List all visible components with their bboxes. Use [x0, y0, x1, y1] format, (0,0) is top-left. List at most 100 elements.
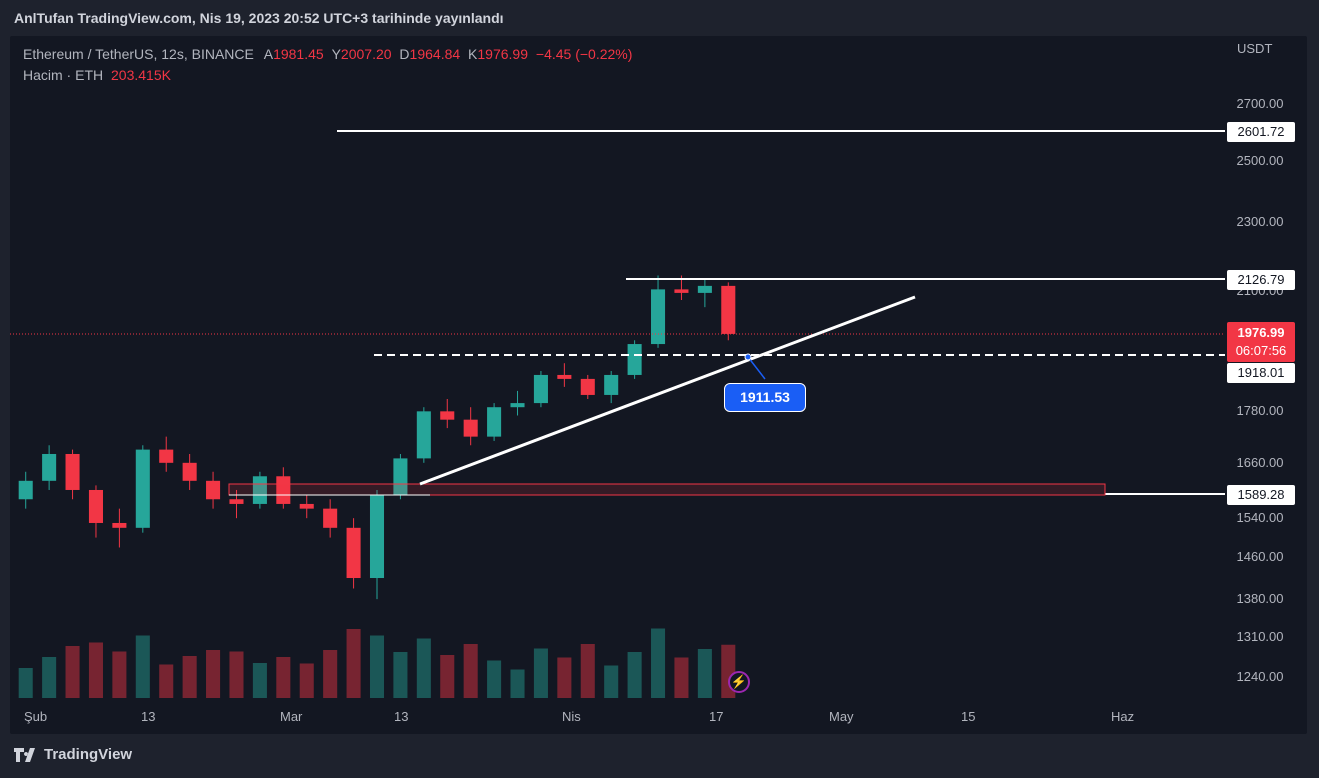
candle-body	[229, 499, 244, 504]
candle-body	[533, 374, 548, 404]
trendline-marker-dot	[744, 353, 752, 361]
price-axis-label: 2700.00	[1236, 96, 1284, 111]
time-axis-label: Haz	[1111, 709, 1135, 724]
price-chart[interactable]	[10, 36, 1307, 734]
price-tag-1589[interactable]: 1589.28	[1227, 485, 1295, 505]
price-axis-label: 2300.00	[1236, 214, 1284, 229]
candle-body	[135, 449, 150, 528]
close-label: K	[468, 46, 478, 62]
tradingview-logo-icon	[14, 747, 35, 762]
volume-bar	[557, 657, 572, 698]
time-axis-label: 15	[961, 709, 976, 724]
volume-bar	[674, 657, 689, 698]
candle-body	[463, 419, 478, 437]
price-axis-label: 1240.00	[1236, 669, 1284, 684]
time-axis-label: Mar	[280, 709, 303, 724]
support-zone	[228, 483, 1106, 496]
volume-bar	[159, 664, 174, 698]
lightning-icon[interactable]: ⚡	[728, 671, 750, 693]
trendline-marker-connector	[747, 356, 766, 380]
volume-bar	[697, 649, 712, 698]
volume-bar	[651, 628, 666, 698]
candle-body	[557, 374, 572, 379]
candle-countdown: 06:07:56	[1235, 343, 1287, 358]
volume-bar	[604, 665, 619, 698]
volume-label[interactable]: Hacim · ETH	[23, 67, 104, 83]
volume-bar	[252, 663, 267, 698]
volume-bar	[18, 668, 33, 698]
candle-body	[299, 503, 314, 509]
volume-bar	[299, 663, 314, 698]
low-label: D	[399, 46, 410, 62]
candle-body	[580, 378, 595, 395]
volume-bar	[463, 644, 478, 698]
volume-bar	[276, 657, 291, 698]
price-axis-label: 1540.00	[1236, 510, 1284, 525]
candle-body	[18, 480, 33, 500]
candle-body	[206, 480, 221, 500]
tradingview-brand: TradingView	[44, 746, 133, 763]
volume-bar	[42, 657, 57, 698]
chart-panel[interactable]: Ethereum / TetherUS, 12s, BINANCE A1981.…	[10, 36, 1307, 734]
candle-body	[112, 522, 127, 528]
high-label: Y	[331, 46, 341, 62]
volume-bar	[65, 646, 80, 698]
volume-bar	[229, 651, 244, 698]
low-value: 1964.84	[409, 46, 461, 62]
chart-publish-title: AnlTufan TradingView.com, Nis 19, 2023 2…	[14, 10, 504, 26]
price-axis-label: 1460.00	[1236, 549, 1284, 564]
symbol-legend: Ethereum / TetherUS, 12s, BINANCE A1981.…	[23, 45, 632, 87]
volume-bar	[135, 635, 150, 698]
volume-value: 203.415K	[111, 67, 171, 83]
price-axis-label: 2500.00	[1236, 153, 1284, 168]
candle-body	[510, 403, 525, 408]
price-tag-2126[interactable]: 2126.79	[1227, 270, 1295, 290]
candle-body	[604, 374, 619, 395]
volume-bar	[487, 660, 502, 698]
volume-bar	[112, 651, 127, 698]
high-value: 2007.20	[340, 46, 392, 62]
volume-bar	[627, 652, 642, 698]
volume-bar	[416, 638, 431, 698]
candle-body	[721, 285, 736, 334]
volume-bar	[440, 655, 455, 698]
candle-body	[369, 494, 385, 579]
time-axis-label: May	[829, 709, 854, 724]
price-axis-unit[interactable]: USDT	[1237, 41, 1273, 56]
volume-bars	[18, 628, 736, 698]
time-axis-label: 13	[141, 709, 156, 724]
symbol-name[interactable]: Ethereum / TetherUS, 12s, BINANCE	[23, 46, 254, 62]
candle-body	[393, 458, 408, 495]
candle-body	[697, 285, 712, 293]
trendline-value-label[interactable]: 1911.53	[724, 383, 806, 412]
price-axis-label: 1780.00	[1236, 403, 1284, 418]
candle-body	[487, 407, 502, 437]
candle-body	[440, 411, 455, 420]
current-price-value: 1976.99	[1237, 325, 1285, 340]
candle-body	[627, 344, 642, 375]
tradingview-footer[interactable]: TradingView	[14, 746, 132, 763]
volume-bar	[182, 656, 197, 698]
open-value: 1981.45	[273, 46, 324, 62]
candle-body	[651, 289, 666, 345]
time-axis-label: 17	[709, 709, 724, 724]
candle-body	[416, 411, 431, 459]
volume-bar	[88, 642, 103, 698]
candle-body	[346, 527, 361, 579]
volume-bar	[510, 669, 525, 698]
price-axis-label: 1310.00	[1236, 629, 1284, 644]
candle-body	[674, 289, 689, 293]
volume-bar	[393, 652, 408, 698]
trendline	[419, 295, 916, 486]
price-tag-1918[interactable]: 1918.01	[1227, 363, 1295, 383]
candle-body	[159, 449, 174, 463]
price-tag-2601[interactable]: 2601.72	[1227, 122, 1295, 142]
candle-body	[65, 453, 80, 490]
current-price-tag[interactable]: 1976.99 06:07:56	[1227, 322, 1295, 362]
time-axis-label: 13	[394, 709, 409, 724]
price-axis-label: 1380.00	[1236, 591, 1284, 606]
candlesticks	[18, 275, 736, 600]
close-value: 1976.99	[477, 46, 528, 62]
price-axis-label: 1660.00	[1236, 455, 1284, 470]
change-value: −4.45 (−0.22%)	[535, 46, 633, 62]
